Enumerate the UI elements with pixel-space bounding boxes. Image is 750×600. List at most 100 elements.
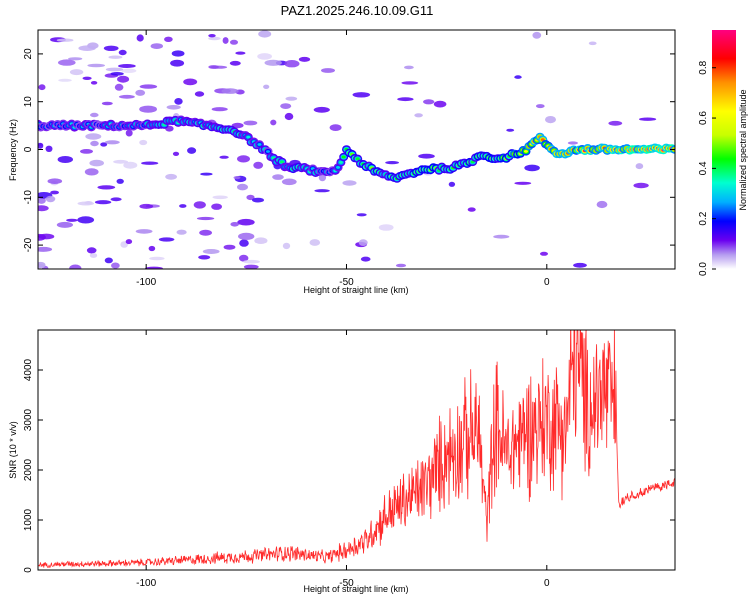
heatmap-cell — [141, 161, 159, 165]
heatmap-cell — [280, 103, 292, 109]
heatmap-cell — [117, 75, 130, 83]
colorbar-gradient — [712, 30, 736, 269]
heatmap-cell — [101, 101, 113, 106]
heatmap-cell — [199, 229, 213, 236]
heatmap-cell — [183, 78, 198, 86]
heatmap-cell — [135, 89, 146, 96]
heatmap-cell — [105, 67, 124, 72]
heatmap-cell — [110, 197, 122, 202]
heatmap-cell — [545, 116, 556, 124]
heatmap-cell — [85, 133, 102, 140]
heatmap-cell — [166, 105, 181, 110]
heatmap-cell — [221, 88, 239, 94]
heatmap-cell — [121, 68, 137, 74]
heatmap-cell — [120, 241, 128, 248]
heatmap-cell — [208, 65, 219, 69]
heatmap-cell — [80, 149, 93, 154]
heatmap-cell — [164, 36, 173, 42]
heatmap-cell — [246, 135, 251, 139]
heatmap-cell — [263, 84, 270, 90]
heatmap-cell — [110, 72, 124, 76]
heatmap-cell — [208, 34, 216, 38]
heatmap-cell — [284, 60, 300, 68]
heatmap-cell — [506, 128, 515, 132]
heatmap-cell — [174, 98, 183, 105]
heatmap-cell — [145, 266, 163, 269]
heatmap-cell — [253, 161, 264, 169]
figure-title: PAZ1.2025.246.10.09.G11 — [281, 3, 434, 18]
heatmap-cell — [77, 201, 95, 206]
heatmap-cell — [329, 124, 342, 131]
heatmap-cell — [404, 65, 414, 70]
heatmap-cell — [69, 69, 84, 76]
heatmap-cell — [239, 254, 249, 262]
colorbar-tick-label: 0.4 — [698, 161, 709, 175]
heatmap-cell — [567, 141, 579, 145]
heatmap-cell — [148, 245, 156, 252]
heatmap-cell — [45, 145, 53, 152]
snr-y-label: SNR (10 * v/v) — [8, 421, 18, 479]
heatmap-cell — [514, 181, 532, 185]
heatmap-cell — [493, 234, 510, 239]
heatmap-cell — [139, 105, 158, 113]
heatmap-cell — [237, 155, 250, 163]
heatmap-cell — [360, 256, 371, 262]
heatmap-cell — [418, 153, 435, 159]
heatmap-cell — [193, 201, 206, 209]
heatmap-cell — [280, 160, 284, 164]
colorbar-tick-label: 0.2 — [698, 211, 709, 225]
heatmap-cell — [588, 41, 597, 46]
heatmap-cell — [45, 195, 56, 203]
heatmap-cell — [77, 216, 95, 224]
heatmap-cell — [208, 36, 221, 41]
heatmap-cell — [139, 139, 148, 146]
heatmap-cell — [104, 257, 113, 264]
heatmap-cells — [38, 30, 675, 269]
heatmap-cell — [230, 222, 239, 227]
y-tick-label: 4000 — [23, 358, 34, 381]
heatmap-cell — [90, 140, 99, 147]
x-tick-label: -50 — [339, 277, 354, 288]
heatmap-cell — [38, 233, 46, 241]
snr-panel: -100 -50 0 0 1000 2000 3000 4000 Height of stra… — [8, 329, 676, 594]
heatmap-cell — [139, 203, 154, 209]
heatmap-cell — [272, 174, 284, 180]
heatmap-cell — [243, 264, 259, 269]
heatmap-cell — [401, 81, 419, 85]
heatmap-cell — [633, 182, 649, 189]
snr-x-label: Height of straight line (km) — [303, 584, 408, 594]
heatmap-cell — [237, 183, 248, 191]
heatmap-cell — [524, 164, 540, 172]
heatmap-cell — [219, 155, 229, 159]
heatmap-cell — [448, 181, 456, 187]
heatmap-cell — [90, 112, 99, 118]
heatmap-cell — [87, 63, 105, 68]
x-tick-label: -100 — [136, 277, 156, 288]
heatmap-cell — [230, 39, 238, 45]
heatmap-cell — [467, 207, 476, 212]
heatmap-cell — [211, 107, 228, 112]
y-tick-label: 10 — [23, 96, 34, 108]
heatmap-cell — [524, 150, 528, 153]
x-tick-label: -100 — [136, 578, 156, 589]
heatmap-cell — [118, 64, 136, 68]
heatmap-cell — [150, 43, 163, 49]
heatmap-cell — [179, 204, 187, 208]
heatmap-cell — [86, 247, 97, 254]
heatmap-cell — [82, 76, 92, 81]
heatmap-cell — [84, 168, 99, 176]
heatmap-cell — [38, 142, 44, 149]
y-tick-label: 3000 — [23, 408, 34, 431]
colorbar-ticks: 0.0 0.2 0.4 0.6 0.8 — [698, 60, 716, 276]
heatmap-cell — [38, 197, 46, 204]
heatmap-cell — [104, 140, 120, 145]
heatmap-cell — [298, 56, 311, 62]
heatmap-cell — [114, 83, 124, 91]
heatmap-cell — [97, 185, 116, 190]
heatmap-cell — [66, 218, 78, 222]
heatmap-cell — [285, 96, 298, 101]
heatmap-cell — [90, 81, 98, 85]
y-tick-label: -20 — [23, 237, 34, 252]
heatmap-cell — [196, 216, 215, 221]
colorbar: 0.0 0.2 0.4 0.6 0.8 Normalized spectral ampl… — [698, 30, 748, 276]
